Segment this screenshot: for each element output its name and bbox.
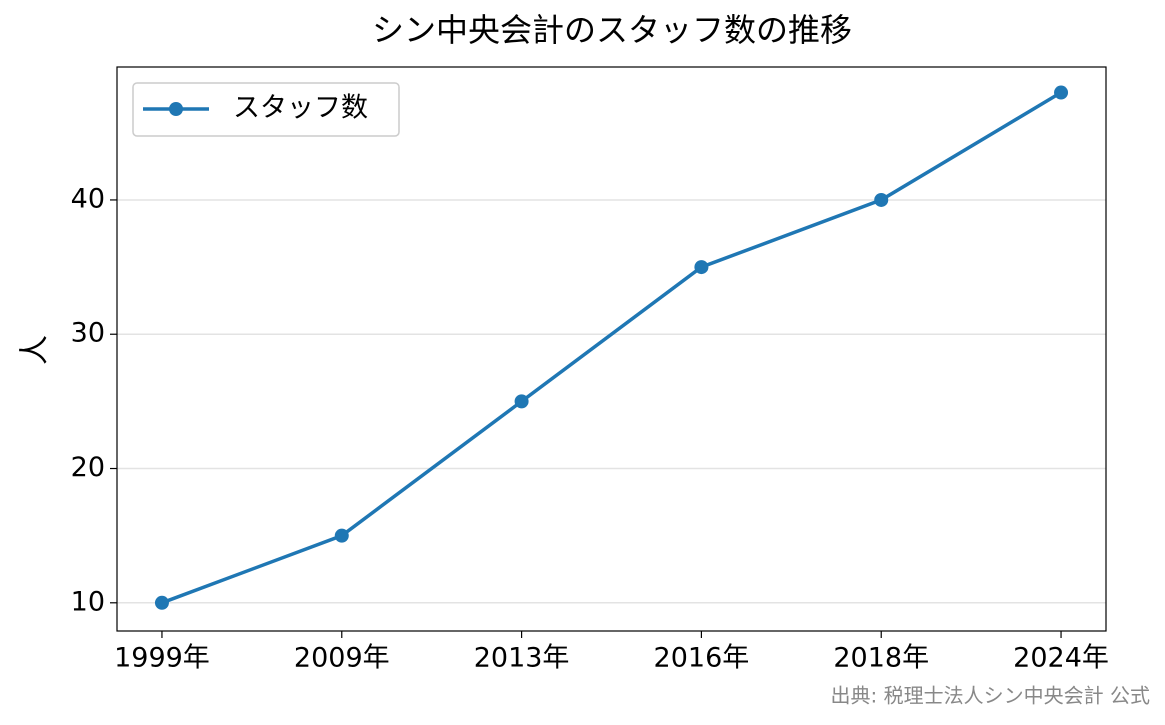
y-tick-label: 10 — [71, 586, 105, 617]
chart-title: シン中央会計のスタッフ数の推移 — [372, 11, 852, 49]
x-tick-label: 2024年 — [1013, 643, 1109, 674]
y-axis-label: 人 — [18, 335, 53, 365]
legend-marker — [169, 102, 183, 116]
data-point — [694, 260, 709, 275]
data-point — [154, 595, 169, 610]
y-tick-label: 30 — [71, 318, 105, 349]
legend: スタッフ数 — [132, 82, 400, 137]
x-tick-label: 2013年 — [474, 643, 570, 674]
legend-label: スタッフ数 — [233, 93, 368, 124]
legend-box — [132, 82, 400, 137]
x-tick-label: 2016年 — [654, 643, 750, 674]
source-note: 出典: 税理士法人シン中央会計 公式 — [831, 684, 1150, 708]
data-point — [334, 528, 349, 543]
x-tick-label: 2009年 — [294, 643, 390, 674]
data-point — [514, 394, 529, 409]
y-tick-label: 20 — [71, 452, 105, 483]
x-tick-label: 1999年 — [114, 643, 210, 674]
series-line — [161, 91, 1062, 605]
x-tick-label: 2018年 — [833, 643, 929, 674]
data-point — [1054, 85, 1069, 100]
plot-frame — [116, 66, 1107, 632]
y-tick-label: 40 — [71, 183, 105, 214]
data-point — [874, 192, 889, 207]
